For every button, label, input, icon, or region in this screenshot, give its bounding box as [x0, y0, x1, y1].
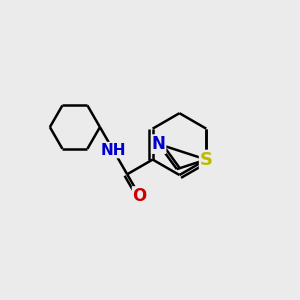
Text: NH: NH	[100, 142, 126, 158]
Text: O: O	[133, 187, 147, 205]
Text: N: N	[152, 135, 166, 153]
Text: S: S	[200, 151, 213, 169]
